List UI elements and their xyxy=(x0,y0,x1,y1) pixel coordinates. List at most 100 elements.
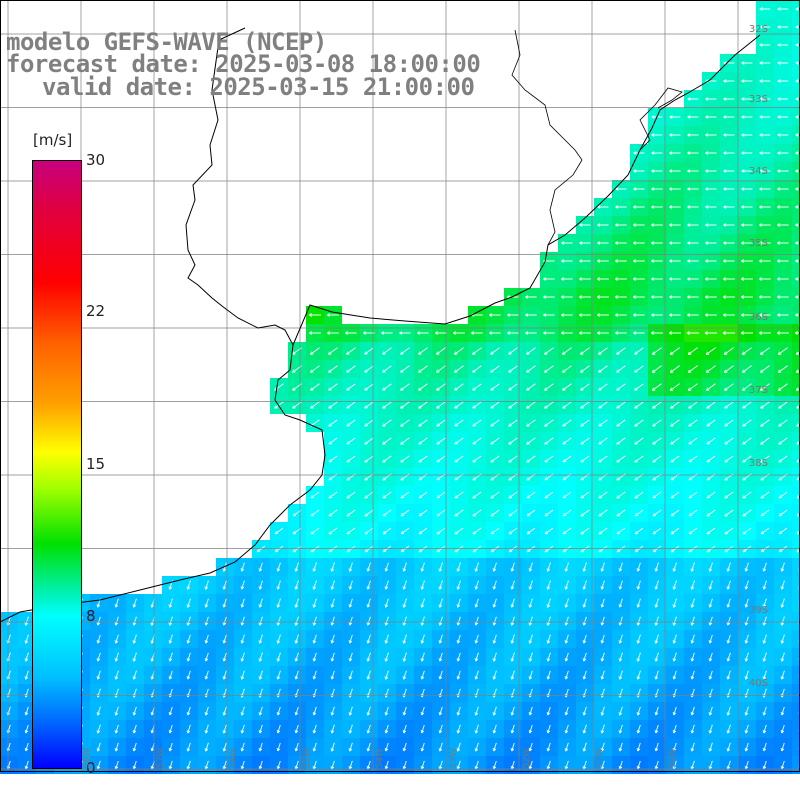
arrow-head xyxy=(687,277,691,280)
arrow-head xyxy=(598,495,601,499)
arrow-icon xyxy=(382,545,392,553)
arrow-icon xyxy=(400,347,410,355)
arrow-head xyxy=(420,622,423,626)
arrow-icon xyxy=(346,383,356,391)
arrow-icon xyxy=(526,545,536,553)
arrow-icon xyxy=(490,527,500,535)
arrow-head xyxy=(741,351,745,355)
arrow-head xyxy=(723,79,727,82)
arrow-icon xyxy=(508,347,518,355)
arrow-icon xyxy=(652,437,662,445)
arrow-icon xyxy=(115,706,119,716)
arrow-head xyxy=(328,423,331,427)
arrow-head xyxy=(364,513,367,517)
arrow-head xyxy=(510,640,513,644)
arrow-icon xyxy=(97,634,101,644)
arrow-head xyxy=(418,512,421,517)
arrow-head xyxy=(474,730,477,734)
arrow-icon xyxy=(331,580,335,590)
arrow-icon xyxy=(169,670,173,680)
arrow-head xyxy=(310,531,313,535)
arrow-head xyxy=(6,658,9,662)
arrow-icon xyxy=(778,383,788,391)
arrow-icon xyxy=(331,742,335,752)
arrow-icon xyxy=(763,634,767,644)
arrow-icon xyxy=(400,545,410,553)
arrow-head xyxy=(276,568,279,572)
arrow-head xyxy=(688,549,691,553)
arrow-icon xyxy=(724,419,734,427)
arrow-icon xyxy=(601,742,605,752)
wind-speed-cell xyxy=(792,522,800,540)
arrow-head xyxy=(492,658,495,662)
arrow-icon xyxy=(277,760,281,770)
arrow-icon xyxy=(796,405,800,409)
arrow-head xyxy=(600,622,603,626)
arrow-icon xyxy=(349,616,353,626)
arrow-icon xyxy=(274,527,284,535)
arrow-icon xyxy=(598,491,608,499)
arrow-head xyxy=(688,495,691,499)
arrow-icon xyxy=(763,724,767,734)
arrow-icon xyxy=(328,455,338,463)
arrow-head xyxy=(276,622,279,626)
arrow-icon xyxy=(508,545,518,553)
arrow-icon xyxy=(652,509,662,517)
arrow-icon xyxy=(403,634,407,644)
arrow-icon xyxy=(526,455,536,463)
arrow-head xyxy=(582,658,585,662)
arrow-head xyxy=(258,586,261,590)
arrow-head xyxy=(132,712,135,716)
arrow-head xyxy=(580,495,583,499)
arrow-head xyxy=(326,313,330,316)
arrow-icon xyxy=(763,742,767,752)
arrow-head xyxy=(618,622,621,626)
arrow-icon xyxy=(598,437,608,445)
arrow-head xyxy=(794,331,798,334)
arrow-icon xyxy=(454,347,464,355)
arrow-icon xyxy=(745,688,749,698)
arrow-head xyxy=(669,369,672,373)
arrow-icon xyxy=(439,670,443,680)
arrow-icon xyxy=(778,545,788,553)
arrow-icon xyxy=(115,652,119,662)
arrow-icon xyxy=(547,724,551,734)
arrow-head xyxy=(598,549,601,553)
arrow-icon xyxy=(583,580,587,590)
arrow-head xyxy=(760,423,763,427)
arrow-head xyxy=(705,369,708,373)
arrow-icon xyxy=(205,706,209,716)
arrow-head xyxy=(777,25,781,28)
arrow-icon xyxy=(457,742,461,752)
arrow-head xyxy=(598,369,601,373)
arrow-icon xyxy=(763,580,767,590)
arrow-icon xyxy=(727,580,731,590)
arrow-head xyxy=(420,729,423,734)
arrow-icon xyxy=(547,742,551,752)
arrow-icon xyxy=(187,706,191,716)
arrow-icon xyxy=(655,598,659,608)
arrow-icon xyxy=(367,562,371,572)
arrow-icon xyxy=(796,477,800,481)
arrow-icon xyxy=(97,652,101,662)
arrow-icon xyxy=(706,545,716,553)
arrow-icon xyxy=(310,401,320,409)
arrow-head xyxy=(454,459,457,463)
arrow-icon xyxy=(781,706,785,716)
arrow-head xyxy=(795,187,799,190)
arrow-head xyxy=(114,658,117,662)
arrow-icon xyxy=(349,670,353,680)
arrow-icon xyxy=(277,598,281,608)
arrow-head xyxy=(528,640,531,644)
arrow-head xyxy=(651,205,655,208)
arrow-head xyxy=(456,586,459,590)
arrow-head xyxy=(741,241,745,244)
arrow-head xyxy=(544,423,547,427)
arrow-icon xyxy=(259,724,263,734)
arrow-icon xyxy=(472,545,482,553)
arrow-head xyxy=(96,748,99,752)
arrow-head xyxy=(330,568,332,572)
arrow-head xyxy=(744,765,747,770)
arrow-icon xyxy=(511,562,515,572)
arrow-head xyxy=(600,730,603,734)
